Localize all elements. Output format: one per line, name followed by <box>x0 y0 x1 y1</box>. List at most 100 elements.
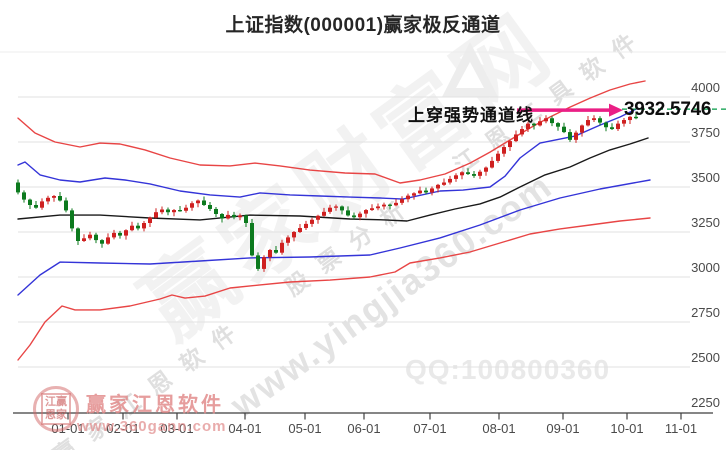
x-tick-label: 08-01 <box>482 421 515 436</box>
candle-body <box>148 217 152 223</box>
candle-body <box>280 242 284 253</box>
candle-body <box>46 197 50 202</box>
chart-title: 上证指数(000001)赢家极反通道 <box>225 15 501 36</box>
candle-body <box>34 205 38 208</box>
candle-body <box>574 132 578 140</box>
candle-body <box>490 160 494 168</box>
candle-body <box>142 223 146 229</box>
candle-body <box>334 206 338 208</box>
candle-body <box>166 209 170 213</box>
candle-body <box>310 219 314 224</box>
candle-body <box>400 199 404 203</box>
candle-body <box>430 188 434 193</box>
candle-body <box>556 123 560 127</box>
candle-body <box>190 203 194 208</box>
candle-body <box>412 193 416 196</box>
y-tick-label: 2750 <box>691 305 720 320</box>
annotation-price-value: 3932.5746 <box>624 99 712 120</box>
candle-body <box>160 209 164 213</box>
candle-body <box>232 214 236 218</box>
candle-body <box>226 214 230 219</box>
candle-body <box>526 123 530 130</box>
y-tick-label: 4000 <box>691 80 720 95</box>
candle-body <box>598 118 602 123</box>
channel-line-upper-resistance-red <box>17 80 646 184</box>
candle-body <box>394 202 398 206</box>
candle-body <box>244 215 248 223</box>
candle-body <box>568 132 572 140</box>
candle-body <box>304 223 308 229</box>
candle-body <box>184 207 188 211</box>
candle-body <box>40 201 44 208</box>
candle-body <box>196 200 200 204</box>
x-tick-label: 02-01 <box>106 421 139 436</box>
y-tick-label: 2250 <box>691 395 720 410</box>
candle-body <box>370 208 374 211</box>
y-tick-label: 2500 <box>691 350 720 365</box>
candle-body <box>136 225 140 229</box>
y-tick-label: 3250 <box>691 215 720 230</box>
candle-body <box>352 215 356 218</box>
candle-body <box>328 207 332 212</box>
channel-line-lower-support-red <box>17 217 651 361</box>
candle-body <box>550 118 554 124</box>
candle-body <box>100 240 104 244</box>
candle-body <box>382 204 386 207</box>
candle-body <box>514 134 518 142</box>
y-tick-label: 3750 <box>691 125 720 140</box>
candle-body <box>154 212 158 218</box>
candle-body <box>460 172 464 176</box>
x-tick-label: 04-01 <box>228 421 261 436</box>
candle-body <box>580 125 584 133</box>
x-tick-label: 11-01 <box>665 421 697 436</box>
candle-body <box>286 237 290 243</box>
candle-body <box>340 206 344 211</box>
candle-body <box>298 228 302 232</box>
candle-body <box>130 225 134 231</box>
candle-body <box>322 211 326 216</box>
candle-body <box>418 190 422 194</box>
candle-body <box>406 195 410 200</box>
x-tick-label: 01-01 <box>51 421 84 436</box>
candle-body <box>58 196 62 201</box>
candle-body <box>238 215 242 218</box>
candle-body <box>82 238 86 241</box>
candle-body <box>592 118 596 121</box>
x-tick-label: 05-01 <box>288 421 321 436</box>
candle-body <box>52 196 56 198</box>
candle-body <box>256 255 260 269</box>
candle-body <box>118 232 122 236</box>
candle-body <box>112 232 116 238</box>
candle-body <box>376 206 380 209</box>
candle-body <box>268 250 272 258</box>
candle-body <box>208 205 212 209</box>
candle-body <box>358 213 362 218</box>
watermark-qq-number: QQ:100800360 <box>405 354 611 385</box>
candle-body <box>586 120 590 126</box>
candle-body <box>28 199 32 205</box>
candle-body <box>634 116 638 119</box>
candle-body <box>64 200 68 211</box>
candle-body <box>214 208 218 214</box>
candle-body <box>442 182 446 185</box>
annotation-arrow-head-icon <box>609 103 623 117</box>
x-tick-label: 10-01 <box>610 421 643 436</box>
x-tick-label: 09-01 <box>546 421 579 436</box>
x-tick-label: 03-01 <box>160 421 193 436</box>
candle-body <box>472 174 476 176</box>
candle-body <box>454 175 458 179</box>
candle-body <box>562 126 566 133</box>
x-tick-label: 07-01 <box>413 421 446 436</box>
y-tick-label: 3000 <box>691 260 720 275</box>
candle-body <box>604 122 608 128</box>
candle-body <box>478 171 482 176</box>
candle-body <box>544 118 548 122</box>
candle-body <box>364 210 368 214</box>
candle-body <box>610 127 614 130</box>
y-tick-label: 3500 <box>691 170 720 185</box>
candle-body <box>22 192 26 200</box>
candle-body <box>250 223 254 256</box>
